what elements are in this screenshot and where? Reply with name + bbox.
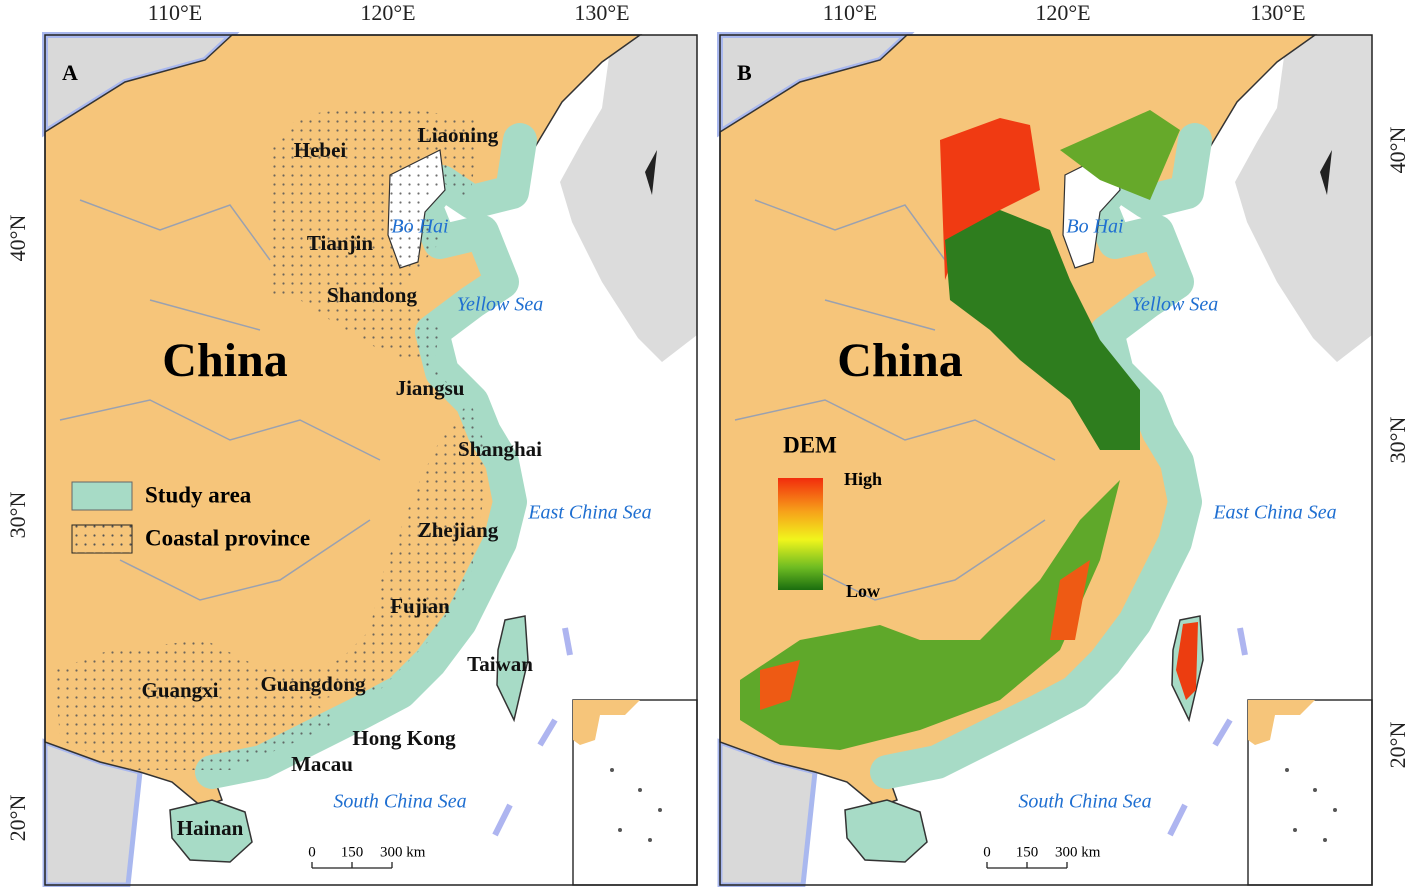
panel-b [720, 35, 1372, 885]
sea-label: East China Sea [1212, 502, 1336, 524]
sea-label: Bo Hai [1066, 216, 1123, 238]
coastal-province-pattern [55, 105, 490, 770]
latitude-tick: 40°N [5, 215, 30, 262]
scale-label: 300 km [1055, 844, 1101, 860]
panel-label: B [737, 60, 752, 85]
region-label: Macau [291, 752, 353, 776]
panel-a [45, 35, 697, 885]
region-label: Shandong [327, 283, 417, 307]
region-label: Zhejiang [418, 518, 499, 542]
legend-low: Low [846, 581, 880, 601]
latitude-tick: 40°N [1385, 127, 1410, 174]
dem-relief [945, 210, 1140, 450]
scale-label: 0 [983, 844, 991, 860]
region-label: Fujian [390, 594, 450, 618]
legend-label: Study area [145, 482, 252, 507]
dem-relief [1176, 622, 1198, 700]
region-label: Hong Kong [352, 726, 456, 750]
legend-high: High [844, 469, 882, 489]
sea-label: South China Sea [333, 791, 466, 813]
region-label: Liaoning [418, 123, 499, 147]
panel-label: A [62, 60, 78, 85]
base-map [720, 35, 1372, 885]
latitude-tick: 30°N [5, 492, 30, 539]
longitude-tick: 110°E [823, 0, 877, 25]
region-label: Tianjin [307, 231, 373, 255]
region-label: Taiwan [467, 652, 533, 676]
sea-label: Yellow Sea [1132, 294, 1219, 316]
region-label: Jiangsu [396, 376, 465, 400]
sea-label: East China Sea [527, 502, 651, 524]
region-label: Guangxi [141, 678, 218, 702]
country-label: China [162, 334, 287, 387]
longitude-tick: 120°E [360, 0, 415, 25]
sea-label: Yellow Sea [457, 294, 544, 316]
latitude-tick: 20°N [5, 795, 30, 842]
legend-swatch [72, 525, 132, 553]
region-label: Shanghai [458, 437, 542, 461]
latitude-tick: 20°N [1385, 722, 1410, 769]
latitude-tick: 30°N [1385, 417, 1410, 464]
region-label: Hainan [177, 816, 244, 840]
scale-label: 150 [341, 844, 364, 860]
legend-label: Coastal province [145, 525, 310, 550]
region-label: Hebei [294, 138, 347, 162]
dem-relief [940, 118, 1040, 280]
longitude-tick: 110°E [148, 0, 202, 25]
longitude-tick: 130°E [574, 0, 629, 25]
legend-title: DEM [783, 432, 837, 457]
legend-swatch [71, 481, 133, 511]
dem-legend-gradient [778, 478, 823, 590]
scale-label: 300 km [380, 844, 426, 860]
dem-relief [1060, 110, 1180, 200]
scale-label: 150 [1016, 844, 1039, 860]
region-label: Guangdong [260, 672, 366, 696]
country-label: China [837, 334, 962, 387]
scale-label: 0 [308, 844, 316, 860]
sea-label: South China Sea [1018, 791, 1151, 813]
longitude-tick: 130°E [1250, 0, 1305, 25]
longitude-tick: 120°E [1035, 0, 1090, 25]
dem-relief [740, 480, 1120, 750]
sea-label: Bo Hai [391, 216, 448, 238]
